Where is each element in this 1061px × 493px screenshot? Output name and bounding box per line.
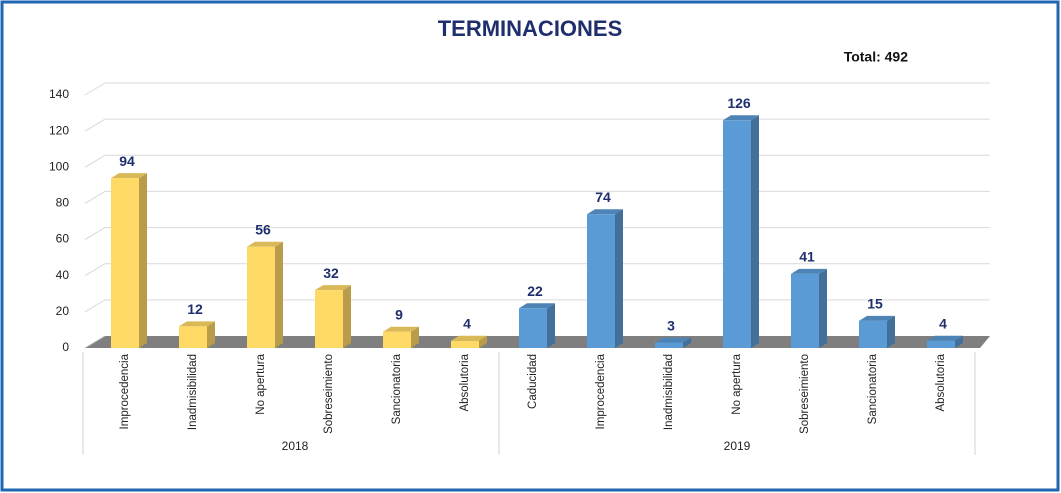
bar [451,340,479,348]
grid-line [84,190,990,204]
bar [791,273,819,348]
value-label: 56 [255,222,271,238]
value-label: 22 [527,283,543,299]
bar [723,120,751,348]
bar [315,290,343,348]
x-tick-label: Absolutoria [459,353,471,411]
bar-side [887,315,895,348]
y-tick-label: 120 [49,123,69,137]
bar-side [411,326,419,348]
bar-top [179,321,215,327]
bar-top [111,173,147,179]
bar-side [479,335,487,348]
bar-side [207,321,215,348]
grid-line [84,263,990,277]
y-tick-label: 140 [49,87,69,101]
value-label: 15 [867,296,883,312]
bar-top [791,268,827,274]
value-label: 4 [463,315,471,331]
y-tick-label: 0 [62,340,69,354]
bar-side [819,268,827,348]
bar-top [927,335,963,341]
group-label: 2019 [724,439,751,453]
value-label: 9 [395,306,403,322]
y-tick-label: 100 [49,159,69,173]
y-tick-label: 20 [56,304,70,318]
bar-side [751,115,759,348]
y-tick-label: 40 [56,268,70,282]
x-tick-label: No apertura [255,353,267,414]
grid-line [84,118,990,132]
bar-side [955,335,963,348]
bar [927,340,955,348]
value-label: 94 [119,153,135,169]
bar-top [451,335,487,341]
y-axis [84,335,106,349]
bar-side [547,303,555,348]
bar-top [247,241,283,247]
bar [587,214,615,348]
grid-line [84,299,990,313]
total-annotation: Total: 492 [844,49,909,65]
bar-top [723,115,759,121]
bar [383,331,411,348]
bar-top [315,285,351,291]
bar [859,320,887,348]
x-tick-label: No apertura [731,353,743,414]
bar [111,178,139,348]
bar [179,326,207,348]
group-label: 2018 [282,439,309,453]
value-label: 3 [667,317,675,333]
value-label: 4 [939,315,947,331]
bar-side [615,209,623,348]
value-label: 12 [187,301,203,317]
x-tick-label: Inadmisibilidad [187,354,199,430]
bar-top [655,337,691,343]
bar-side [683,337,691,348]
value-label: 32 [323,265,339,281]
value-label: 41 [799,249,815,265]
x-tick-label: Sancionatoria [867,353,879,424]
y-tick-label: 60 [56,232,70,246]
grid-line [84,227,990,241]
bar-top [383,326,419,332]
bar-side [275,241,283,348]
x-tick-label: Sancionatoria [391,353,403,424]
grid-line [84,82,990,96]
bar-side [343,285,351,348]
value-label: 74 [595,189,611,205]
x-tick-label: Absolutoria [935,353,947,411]
x-tick-label: Sobreseimiento [323,354,335,434]
grid-line [84,154,990,168]
x-tick-label: Improcedencia [595,353,607,429]
y-tick-label: 80 [56,196,70,210]
bar-top [587,209,623,215]
x-tick-label: Sobreseimiento [799,354,811,434]
value-label: 126 [727,95,751,111]
bar [247,246,275,348]
x-tick-label: Caducidad [527,354,539,409]
x-tick-label: Inadmisibilidad [663,354,675,430]
bar-side [139,173,147,348]
bar-top [859,315,895,321]
x-tick-label: Improcedencia [119,353,131,429]
bar-top [519,303,555,309]
chart-title: TERMINACIONES [438,16,623,41]
bar [655,342,683,348]
bar [519,308,547,348]
